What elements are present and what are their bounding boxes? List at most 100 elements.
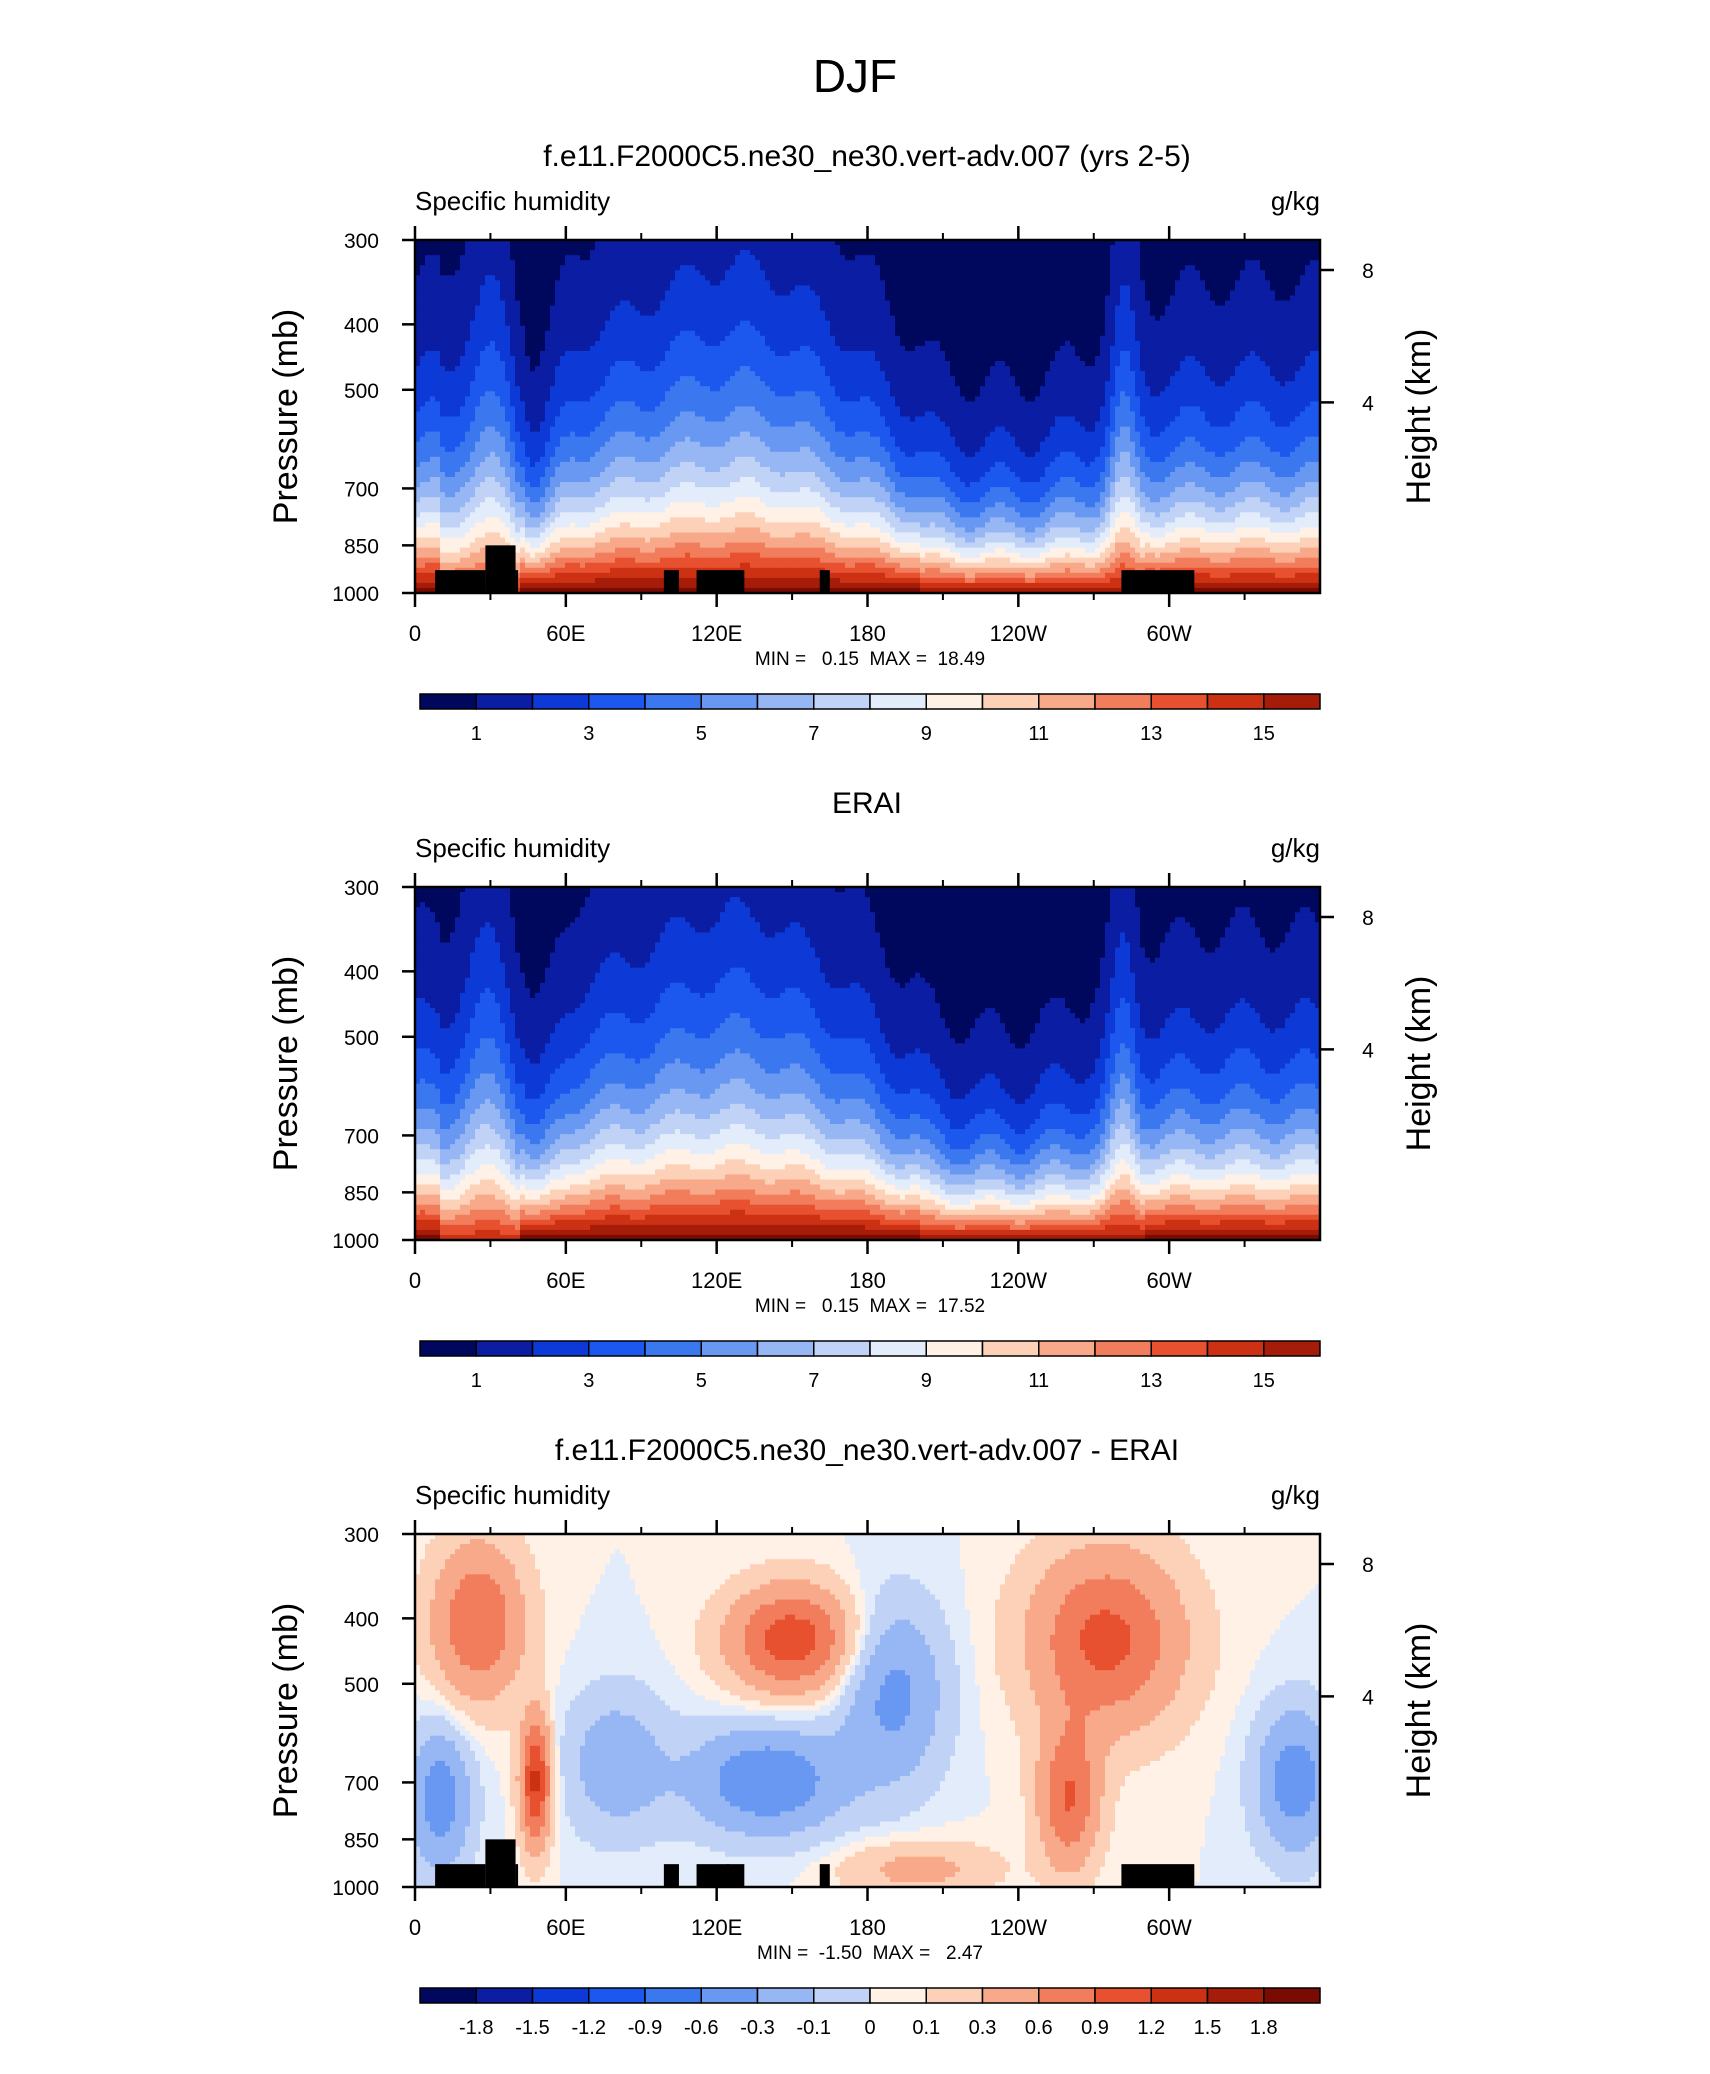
field-cell: [900, 280, 906, 286]
field-cell: [560, 265, 566, 271]
field-cell: [850, 351, 856, 357]
field-cell: [540, 326, 546, 332]
field-cell: [645, 316, 651, 322]
field-cell: [595, 341, 601, 347]
field-cell: [490, 306, 496, 312]
field-cell: [970, 280, 976, 286]
field-cell: [655, 341, 661, 347]
field-cell: [665, 270, 671, 276]
field-cell: [580, 260, 586, 266]
field-cell: [980, 316, 986, 322]
field-cell: [1185, 260, 1191, 266]
field-cell: [945, 306, 951, 312]
field-cell: [755, 255, 761, 261]
field-cell: [1015, 290, 1021, 296]
field-cell: [950, 331, 956, 337]
field-cell: [1140, 280, 1146, 286]
field-cell: [445, 321, 451, 327]
field-cell: [570, 366, 576, 372]
field-cell: [1250, 270, 1256, 276]
field-cell: [485, 316, 491, 322]
field-cell: [1285, 366, 1291, 372]
field-cell: [1180, 245, 1186, 251]
field-cell: [600, 245, 606, 251]
field-cell: [1205, 336, 1211, 342]
field-cell: [710, 285, 716, 291]
field-cell: [935, 260, 941, 266]
field-cell: [1050, 326, 1056, 332]
field-cell: [765, 265, 771, 271]
field-cell: [525, 321, 531, 327]
field-cell: [745, 356, 751, 362]
field-cell: [655, 316, 661, 322]
field-cell: [765, 316, 771, 322]
field-cell: [850, 255, 856, 261]
field-cell: [1035, 326, 1041, 332]
field-cell: [1280, 285, 1286, 291]
field-cell: [465, 270, 471, 276]
field-cell: [1160, 245, 1166, 251]
field-cell: [840, 290, 846, 296]
field-cell: [1140, 250, 1146, 256]
field-cell: [1300, 371, 1306, 377]
field-cell: [725, 275, 731, 281]
field-cell: [1290, 361, 1296, 367]
field-cell: [440, 361, 446, 367]
field-cell: [505, 336, 511, 342]
field-cell: [695, 245, 701, 251]
field-cell: [830, 255, 836, 261]
field-cell: [610, 346, 616, 352]
field-cell: [435, 250, 441, 256]
field-cell: [535, 301, 541, 307]
field-cell: [835, 376, 841, 382]
field-cell: [985, 361, 991, 367]
field-cell: [685, 351, 691, 357]
field-cell: [920, 366, 926, 372]
field-cell: [670, 361, 676, 367]
field-cell: [950, 260, 956, 266]
field-cell: [700, 295, 706, 301]
field-cell: [645, 361, 651, 367]
field-cell: [1255, 260, 1261, 266]
field-cell: [1035, 316, 1041, 322]
field-cell: [1270, 341, 1276, 347]
field-cell: [955, 326, 961, 332]
field-cell: [685, 346, 691, 352]
field-cell: [1115, 285, 1121, 291]
field-cell: [1125, 346, 1131, 352]
field-cell: [1230, 341, 1236, 347]
field-cell: [460, 371, 466, 377]
field-cell: [940, 366, 946, 372]
field-cell: [1065, 255, 1071, 261]
field-cell: [1280, 326, 1286, 332]
field-cell: [1235, 255, 1241, 261]
field-cell: [1145, 346, 1151, 352]
field-cell: [1010, 280, 1016, 286]
field-cell: [540, 311, 546, 317]
field-cell: [720, 351, 726, 357]
field-cell: [1010, 356, 1016, 362]
field-cell: [560, 361, 566, 367]
field-cell: [500, 285, 506, 291]
field-cell: [575, 326, 581, 332]
field-cell: [510, 316, 516, 322]
field-cell: [1015, 341, 1021, 347]
field-cell: [960, 326, 966, 332]
field-cell: [670, 285, 676, 291]
field-cell: [740, 260, 746, 266]
field-cell: [795, 316, 801, 322]
field-cell: [1095, 356, 1101, 362]
field-cell: [770, 371, 776, 377]
field-cell: [810, 341, 816, 347]
field-cell: [1240, 356, 1246, 362]
field-cell: [880, 255, 886, 261]
field-cell: [695, 321, 701, 327]
field-cell: [725, 306, 731, 312]
right-string: g/kg: [1271, 186, 1320, 216]
field-cell: [700, 290, 706, 296]
field-cell: [420, 346, 426, 352]
field-cell: [905, 255, 911, 261]
field-cell: [1280, 331, 1286, 337]
field-cell: [1165, 351, 1171, 357]
field-cell: [1045, 351, 1051, 357]
